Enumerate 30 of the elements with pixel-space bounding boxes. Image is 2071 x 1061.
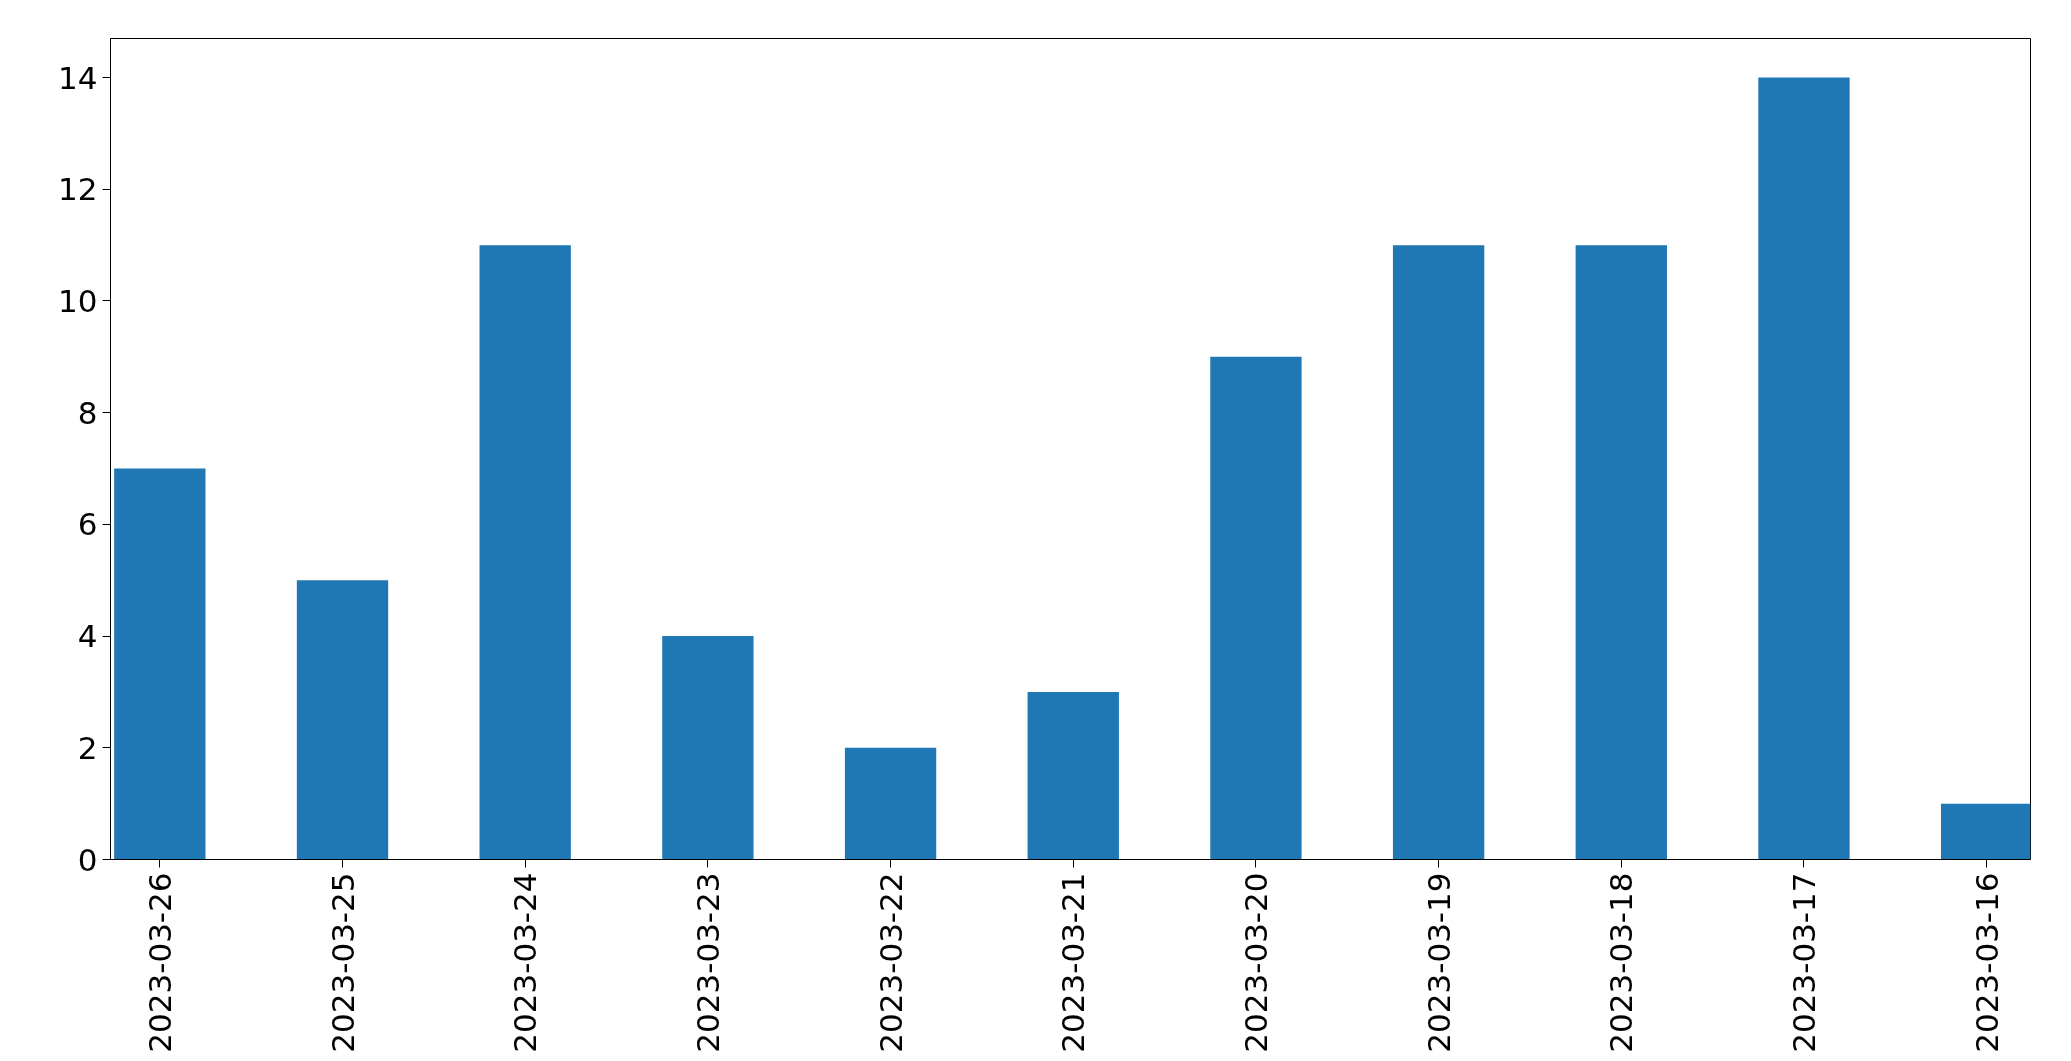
y-tick-label: 14 xyxy=(58,59,98,96)
bar xyxy=(479,245,571,860)
y-tick-label: 2 xyxy=(77,729,98,766)
x-tick-label: 2023-03-16 xyxy=(1968,872,2005,1053)
bar xyxy=(1027,691,1119,860)
x-tick-label: 2023-03-20 xyxy=(1237,872,1274,1053)
y-tick-label: 12 xyxy=(58,171,98,208)
y-tick-label: 4 xyxy=(77,618,98,655)
bar xyxy=(1575,245,1667,860)
x-tick-label: 2023-03-23 xyxy=(689,872,726,1053)
bar xyxy=(1758,77,1850,860)
x-tick-label: 2023-03-19 xyxy=(1420,872,1457,1053)
x-tick-label: 2023-03-26 xyxy=(141,872,178,1053)
x-tick-label: 2023-03-25 xyxy=(324,872,361,1053)
bar xyxy=(1392,245,1485,860)
bar xyxy=(296,580,389,860)
bar xyxy=(1940,803,2031,860)
y-tick-label: 0 xyxy=(77,841,98,878)
x-tick-label: 2023-03-18 xyxy=(1603,872,1640,1053)
x-tick-label: 2023-03-21 xyxy=(1055,872,1092,1053)
bar xyxy=(114,468,206,860)
x-tick-label: 2023-03-24 xyxy=(507,872,544,1053)
bar xyxy=(662,636,754,860)
x-tick-label: 2023-03-17 xyxy=(1785,872,1822,1053)
y-tick-label: 10 xyxy=(58,283,98,319)
bar xyxy=(1210,356,1302,860)
y-tick-label: 6 xyxy=(77,506,98,543)
bar xyxy=(844,747,937,860)
x-tick-label: 2023-03-22 xyxy=(872,872,909,1053)
y-tick-label: 8 xyxy=(77,394,98,431)
